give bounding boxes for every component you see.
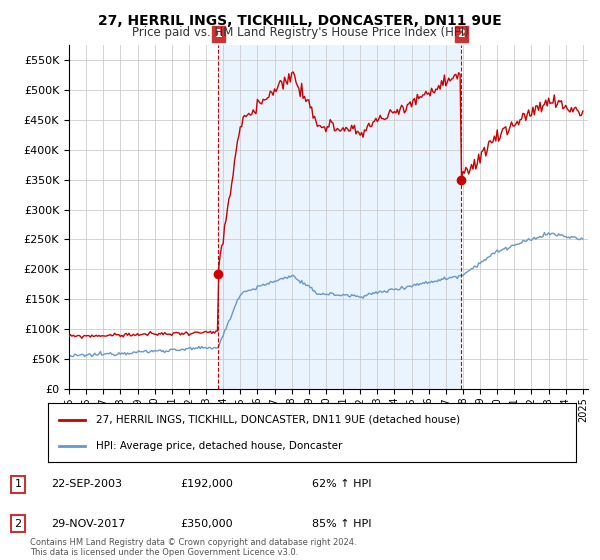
Text: 1: 1 (214, 29, 222, 39)
Text: £350,000: £350,000 (180, 519, 233, 529)
Text: 2: 2 (458, 29, 465, 39)
Text: Contains HM Land Registry data © Crown copyright and database right 2024.
This d: Contains HM Land Registry data © Crown c… (30, 538, 356, 557)
Text: 27, HERRIL INGS, TICKHILL, DONCASTER, DN11 9UE (detached house): 27, HERRIL INGS, TICKHILL, DONCASTER, DN… (95, 414, 460, 424)
Bar (218, 45, 461, 389)
Text: 22-SEP-2003: 22-SEP-2003 (51, 479, 122, 489)
Text: 2: 2 (14, 519, 22, 529)
Text: 27, HERRIL INGS, TICKHILL, DONCASTER, DN11 9UE: 27, HERRIL INGS, TICKHILL, DONCASTER, DN… (98, 14, 502, 28)
Text: 1: 1 (14, 479, 22, 489)
Text: 29-NOV-2017: 29-NOV-2017 (51, 519, 125, 529)
Text: Price paid vs. HM Land Registry's House Price Index (HPI): Price paid vs. HM Land Registry's House … (131, 26, 469, 39)
Text: HPI: Average price, detached house, Doncaster: HPI: Average price, detached house, Donc… (95, 441, 342, 451)
Text: £192,000: £192,000 (180, 479, 233, 489)
Text: 62% ↑ HPI: 62% ↑ HPI (312, 479, 371, 489)
Text: 85% ↑ HPI: 85% ↑ HPI (312, 519, 371, 529)
